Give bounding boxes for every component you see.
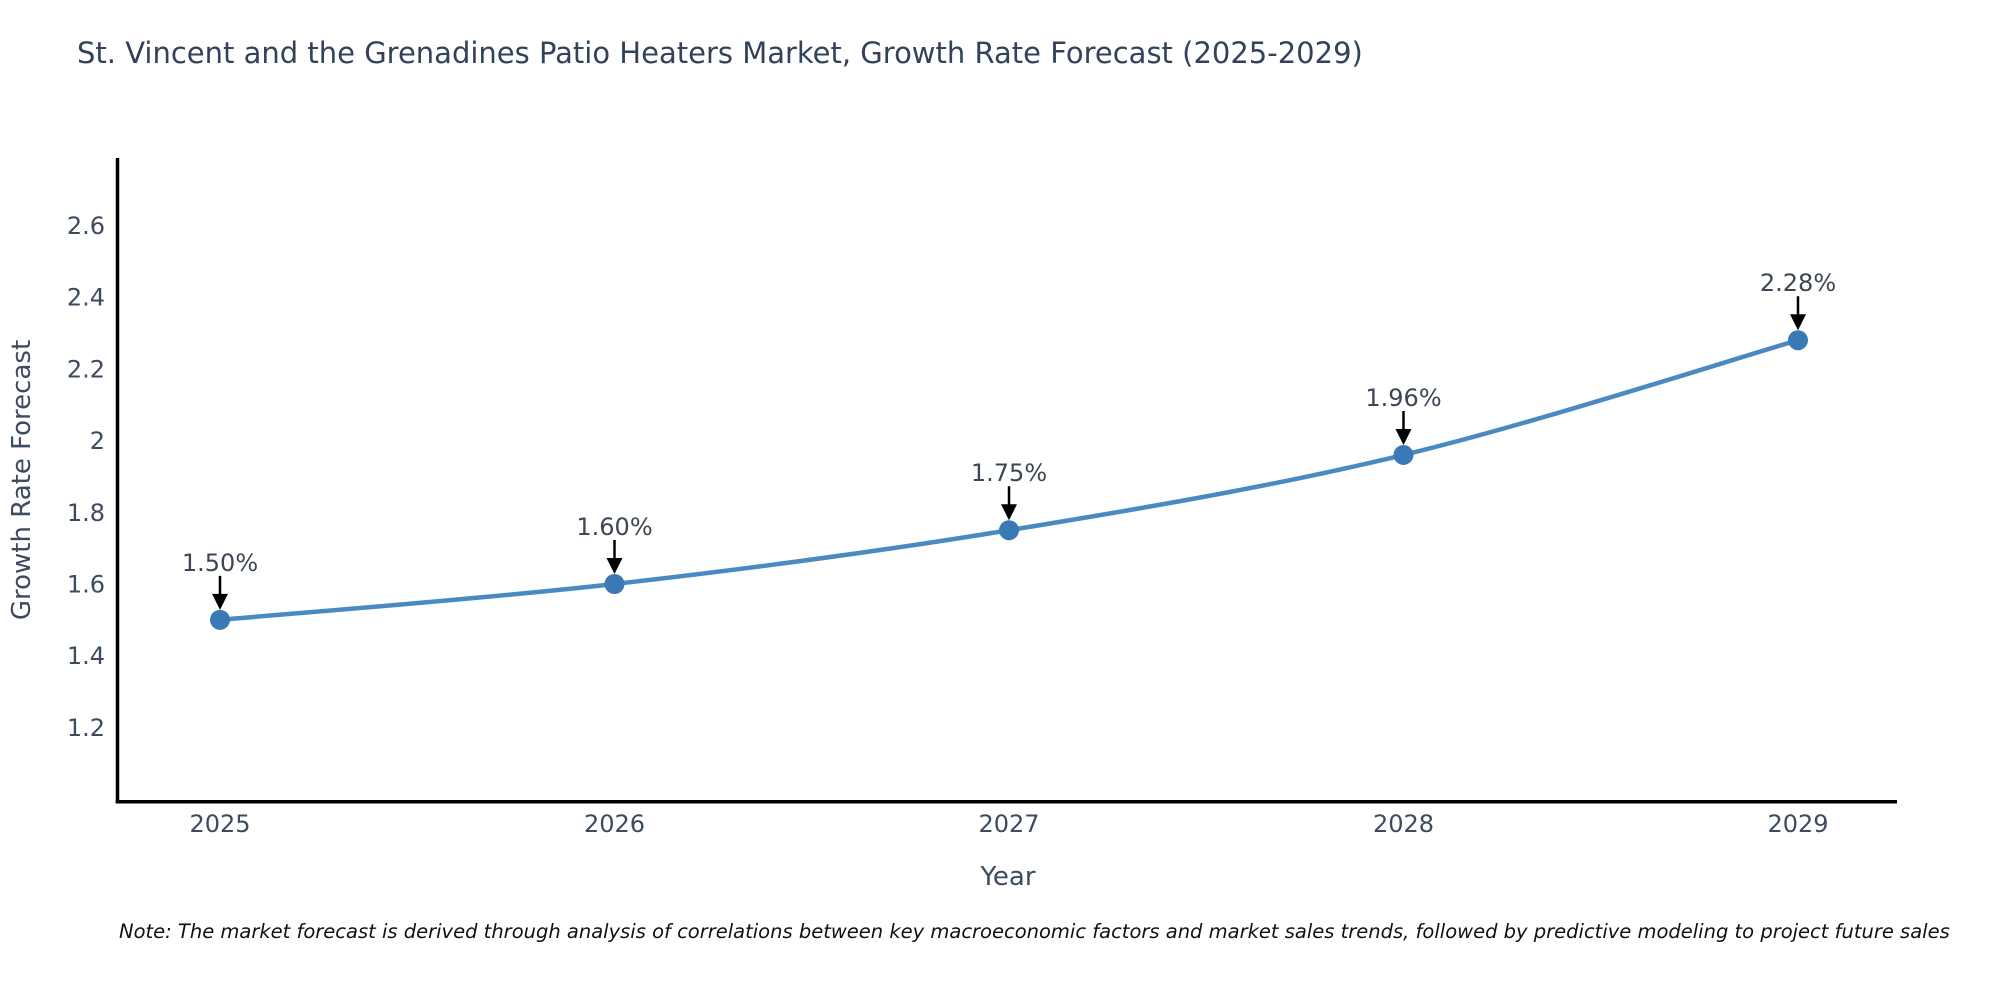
y-axis-title: Growth Rate Forecast [7, 340, 37, 620]
y-tick-label: 1.6 [67, 571, 105, 599]
footnote-text: Note: The market forecast is derived thr… [119, 920, 1950, 943]
point-annotation: 1.50% [182, 549, 258, 577]
point-annotation: 2.28% [1760, 269, 1836, 297]
annotation-arrow-head [1790, 314, 1806, 331]
x-tick-label: 2028 [1373, 810, 1434, 838]
x-tick-label: 2027 [978, 810, 1039, 838]
y-tick-label: 2.4 [67, 284, 105, 312]
data-point-marker [604, 574, 625, 594]
x-tick-label: 2025 [189, 810, 250, 838]
annotation-arrow-head [1001, 504, 1017, 521]
y-tick-label: 2.6 [67, 212, 105, 240]
point-annotation: 1.96% [1365, 384, 1441, 412]
annotation-arrow-head [1395, 428, 1412, 445]
chart-title: St. Vincent and the Grenadines Patio Hea… [77, 36, 1363, 70]
y-tick-label: 2.2 [67, 355, 105, 383]
x-tick-label: 2029 [1767, 810, 1828, 838]
annotation-arrow-head [212, 593, 228, 610]
data-point-marker [999, 520, 1019, 541]
y-tick-label: 1.4 [67, 642, 105, 670]
annotation-arrow-head [606, 558, 623, 574]
x-tick-label: 2026 [584, 810, 645, 838]
y-tick-label: 2 [90, 427, 105, 455]
data-point-marker [210, 609, 230, 630]
y-tick-label: 1.8 [67, 499, 105, 527]
data-point-marker [1393, 444, 1414, 465]
x-axis-title: Year [979, 862, 1035, 892]
y-tick-label: 1.2 [67, 714, 105, 742]
data-point-marker [1788, 330, 1808, 351]
point-annotation: 1.75% [971, 459, 1047, 487]
point-annotation: 1.60% [576, 513, 652, 541]
